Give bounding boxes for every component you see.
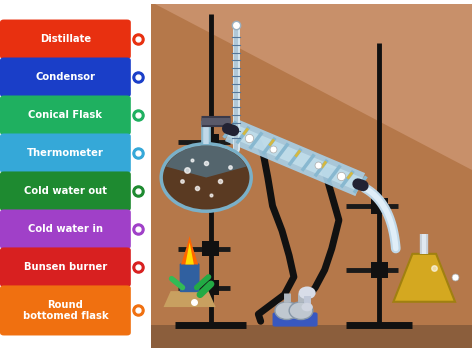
Text: Condensor: Condensor xyxy=(36,72,95,82)
Polygon shape xyxy=(185,242,194,264)
FancyBboxPatch shape xyxy=(0,209,131,249)
FancyBboxPatch shape xyxy=(202,134,219,150)
FancyBboxPatch shape xyxy=(180,263,200,292)
Text: Bunsen burner: Bunsen burner xyxy=(24,262,107,272)
FancyBboxPatch shape xyxy=(0,285,131,335)
Circle shape xyxy=(289,302,313,320)
Text: Thermometer: Thermometer xyxy=(27,148,104,158)
FancyBboxPatch shape xyxy=(0,20,131,59)
Wedge shape xyxy=(166,146,246,178)
Text: Conical Flask: Conical Flask xyxy=(28,110,102,120)
FancyBboxPatch shape xyxy=(202,191,219,207)
Polygon shape xyxy=(164,291,216,307)
FancyBboxPatch shape xyxy=(202,241,219,256)
FancyBboxPatch shape xyxy=(202,280,219,295)
FancyBboxPatch shape xyxy=(371,262,388,278)
Circle shape xyxy=(301,303,313,311)
FancyBboxPatch shape xyxy=(273,312,318,327)
FancyBboxPatch shape xyxy=(0,171,131,211)
Circle shape xyxy=(299,286,316,299)
Circle shape xyxy=(161,144,251,211)
FancyBboxPatch shape xyxy=(151,4,472,348)
Text: Cold water out: Cold water out xyxy=(24,186,107,196)
Polygon shape xyxy=(393,254,455,302)
Text: Round
bottomed flask: Round bottomed flask xyxy=(23,300,108,321)
FancyBboxPatch shape xyxy=(0,95,131,135)
FancyBboxPatch shape xyxy=(0,247,131,287)
Circle shape xyxy=(275,302,299,320)
Polygon shape xyxy=(155,4,472,170)
FancyBboxPatch shape xyxy=(151,325,472,348)
FancyBboxPatch shape xyxy=(0,133,131,173)
Polygon shape xyxy=(181,236,198,264)
FancyBboxPatch shape xyxy=(371,198,388,214)
Text: Cold water in: Cold water in xyxy=(28,224,103,234)
FancyBboxPatch shape xyxy=(0,58,131,97)
Text: Distillate: Distillate xyxy=(40,34,91,44)
